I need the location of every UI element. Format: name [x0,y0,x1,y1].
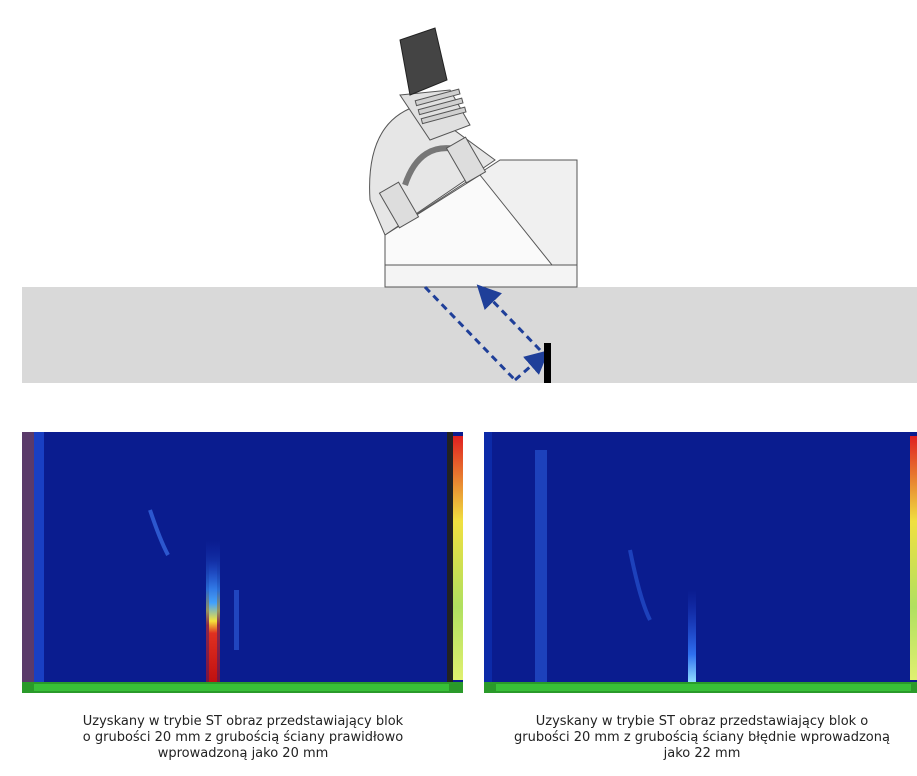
caption-line: Uzyskany w trybie ST obraz przedstawiają… [536,714,869,729]
scan-image-right [484,432,917,693]
caption-line: Uzyskany w trybie ST obraz przedstawiają… [83,714,404,729]
caption-line: jako 22 mm [663,746,741,761]
caption-line: grubości 20 mm z grubością ściany błędni… [514,730,890,745]
reflector [544,343,551,383]
scan-image-left [22,432,463,693]
beam-path [423,284,550,382]
probe [369,27,578,288]
captions: Uzyskany w trybie ST obraz przedstawiają… [83,714,890,761]
caption-line: o grubości 20 mm z grubością ściany praw… [83,730,403,745]
caption-line: wprowadzoną jako 20 mm [158,746,329,761]
